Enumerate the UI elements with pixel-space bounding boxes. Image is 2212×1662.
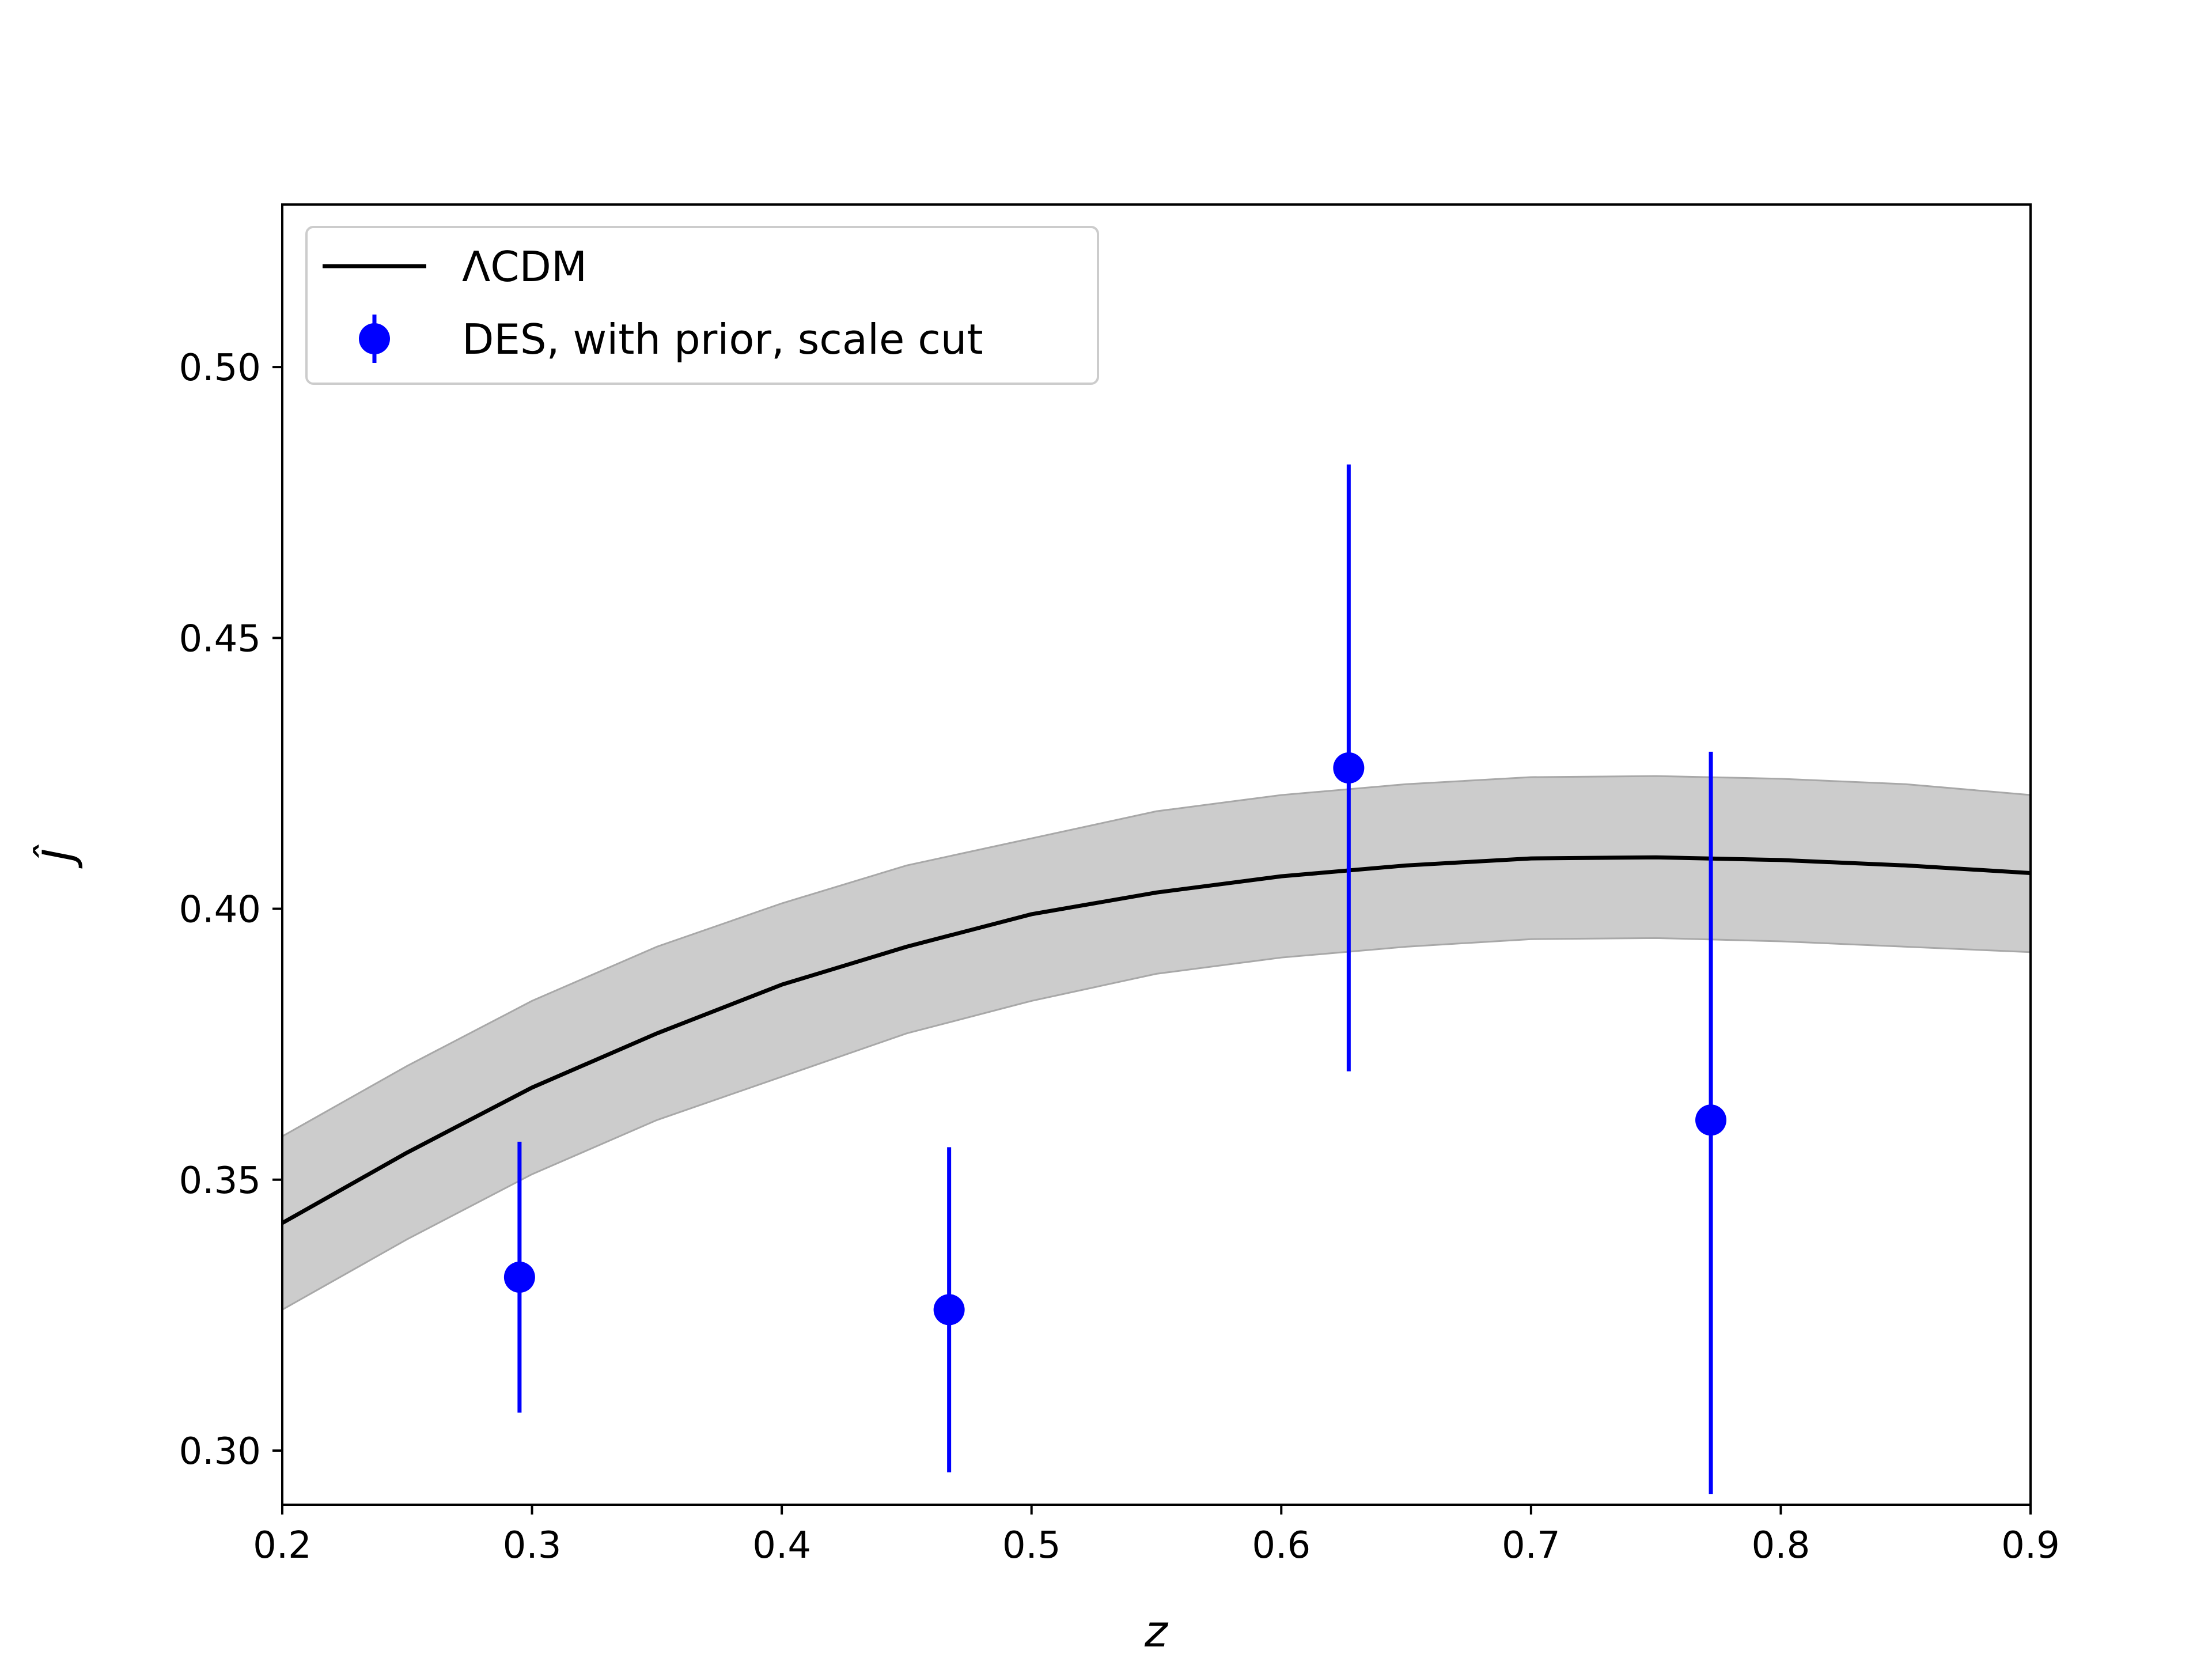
y-tick-label: 0.40 [179,889,262,932]
des-data-point [933,1294,965,1326]
x-axis-ticks: 0.2 0.3 0.4 0.5 0.6 0.7 0.8 0.9 [253,1505,2060,1567]
legend-label-des: DES, with prior, scale cut [462,315,983,364]
lcdm-uncertainty-band [282,776,2031,1310]
lcdm-band-lower-edge [282,937,2031,1311]
legend: ΛCDM DES, with prior, scale cut [305,226,1099,385]
x-tick-label: 0.3 [503,1524,562,1567]
des-data-point [503,1262,535,1293]
x-tick-label: 0.6 [1252,1524,1310,1567]
des-data-point [1333,752,1365,784]
y-tick-label: 0.45 [179,618,262,660]
x-tick-label: 0.5 [1002,1524,1061,1567]
legend-label-lcdm: ΛCDM [462,243,587,291]
des-data-point [1695,1104,1727,1136]
plot-frame [281,203,2032,1506]
legend-box [305,226,1099,385]
y-axis-ticks: 0.30 0.35 0.40 0.45 0.50 [179,347,282,1473]
x-tick-label: 0.8 [1752,1524,1810,1567]
band-layer [282,775,2031,1311]
y-tick-label: 0.30 [179,1430,262,1473]
y-tick-label: 0.50 [179,347,262,389]
legend-marker-swatch [359,323,390,354]
errorbar-layer [503,464,1727,1494]
lcdm-line [282,855,2031,1225]
x-tick-label: 0.4 [752,1524,811,1567]
x-tick-label: 0.2 [253,1524,312,1567]
x-tick-label: 0.7 [1502,1524,1560,1567]
x-tick-label: 0.9 [2001,1524,2060,1567]
x-axis-label: z [1144,1606,1169,1657]
lcdm-band-upper-edge [282,775,2031,1137]
y-tick-label: 0.35 [179,1160,262,1202]
line-layer [282,855,2031,1225]
